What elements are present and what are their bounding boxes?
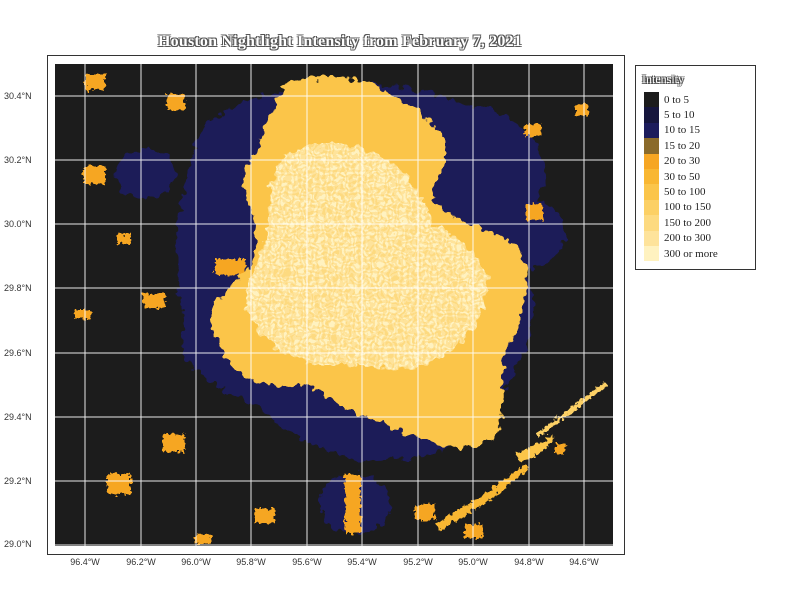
legend-label: 20 to 30 — [664, 155, 701, 168]
legend-swatch — [644, 199, 659, 216]
x-tick-label: 95.6°W — [292, 557, 322, 567]
legend-label: 100 to 150 — [664, 201, 712, 214]
legend-item: 100 to 150 — [644, 199, 718, 216]
legend-swatch — [644, 138, 659, 154]
y-tick-label: 30.0°N — [4, 219, 32, 229]
legend-item: 50 to 100 — [644, 184, 718, 200]
legend-swatch — [644, 168, 659, 185]
legend-title: Intensity — [642, 72, 684, 86]
legend-swatch — [644, 122, 659, 139]
legend-item: 300 or more — [644, 245, 718, 262]
legend-item: 0 to 5 — [644, 92, 718, 108]
x-tick-label: 95.0°W — [458, 557, 488, 567]
x-tick-label: 96.2°W — [126, 557, 156, 567]
map-title: Houston Nightlight Intensity from Februa… — [158, 33, 522, 50]
y-tick-label: 30.2°N — [4, 155, 32, 165]
legend-swatch — [644, 245, 659, 262]
graticule — [55, 64, 613, 546]
legend: Intensity 0 to 5 5 to 10 10 to 15 15 to … — [635, 65, 756, 270]
y-tick-label: 29.8°N — [4, 283, 32, 293]
nightlight-map[interactable] — [55, 64, 613, 546]
legend-swatch — [644, 215, 659, 231]
y-tick-label: 29.6°N — [4, 348, 32, 358]
x-tick-label: 94.6°W — [569, 557, 599, 567]
legend-label: 300 or more — [664, 247, 718, 260]
legend-label: 10 to 15 — [664, 124, 701, 137]
legend-label: 200 to 300 — [664, 232, 712, 245]
y-tick-label: 29.0°N — [4, 539, 32, 549]
legend-label: 50 to 100 — [664, 186, 706, 199]
legend-label: 30 to 50 — [664, 170, 701, 183]
legend-swatch — [644, 107, 659, 123]
legend-label: 5 to 10 — [664, 109, 695, 122]
y-tick-label: 30.4°N — [4, 91, 32, 101]
legend-item: 150 to 200 — [644, 215, 718, 231]
x-tick-label: 96.0°W — [181, 557, 211, 567]
y-tick-label: 29.4°N — [4, 412, 32, 422]
x-tick-label: 96.4°W — [70, 557, 100, 567]
legend-swatch — [644, 153, 659, 169]
legend-item: 5 to 10 — [644, 107, 718, 123]
y-tick-label: 29.2°N — [4, 476, 32, 486]
legend-label: 0 to 5 — [664, 93, 690, 106]
legend-swatch — [644, 92, 659, 108]
legend-item: 200 to 300 — [644, 230, 718, 246]
legend-item: 10 to 15 — [644, 122, 718, 139]
legend-swatch — [644, 230, 659, 246]
legend-label: 150 to 200 — [664, 216, 712, 229]
x-tick-label: 95.8°W — [236, 557, 266, 567]
legend-items: 0 to 5 5 to 10 10 to 15 15 to 20 20 to 3… — [644, 92, 718, 262]
legend-label: 15 to 20 — [664, 139, 701, 152]
x-tick-label: 95.2°W — [403, 557, 433, 567]
legend-swatch — [644, 184, 659, 200]
x-tick-label: 94.8°W — [514, 557, 544, 567]
x-tick-label: 95.4°W — [347, 557, 377, 567]
legend-item: 30 to 50 — [644, 168, 718, 185]
legend-item: 20 to 30 — [644, 153, 718, 169]
legend-item: 15 to 20 — [644, 138, 718, 154]
